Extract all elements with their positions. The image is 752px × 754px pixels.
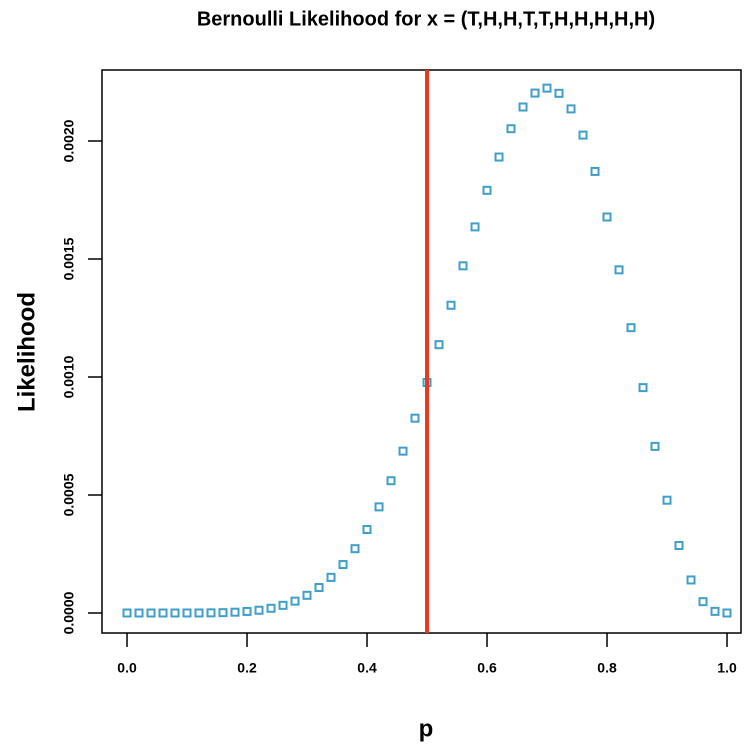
point bbox=[134, 608, 144, 618]
x-tick-label: 0.2 bbox=[237, 660, 257, 676]
x-axis-label: p bbox=[419, 715, 434, 742]
point bbox=[602, 212, 612, 222]
point bbox=[314, 583, 324, 593]
point bbox=[650, 441, 660, 451]
plot-frame bbox=[101, 69, 742, 634]
point bbox=[326, 572, 336, 582]
point bbox=[638, 383, 648, 393]
y-axis-label: Likelihood bbox=[13, 292, 40, 412]
x-tick-label: 1.0 bbox=[717, 660, 737, 676]
point bbox=[590, 166, 600, 176]
point bbox=[698, 597, 708, 607]
point bbox=[302, 590, 312, 600]
point bbox=[494, 152, 504, 162]
chart-title: Bernoulli Likelihood for x = (T,H,H,T,T,… bbox=[197, 8, 655, 30]
point bbox=[542, 83, 552, 93]
point bbox=[206, 608, 216, 618]
point bbox=[506, 124, 516, 134]
x-tick-label: 0.8 bbox=[597, 660, 617, 676]
point bbox=[470, 222, 480, 232]
point bbox=[386, 476, 396, 486]
point bbox=[146, 608, 156, 618]
point bbox=[158, 608, 168, 618]
point bbox=[170, 608, 180, 618]
point bbox=[722, 608, 732, 618]
point bbox=[710, 606, 720, 616]
point bbox=[242, 606, 252, 616]
point bbox=[614, 265, 624, 275]
point bbox=[182, 608, 192, 618]
point bbox=[374, 502, 384, 512]
y-tick-label: 0.0020 bbox=[61, 119, 77, 162]
point bbox=[662, 495, 672, 505]
point bbox=[674, 541, 684, 551]
point bbox=[566, 104, 576, 114]
point bbox=[398, 446, 408, 456]
point bbox=[482, 185, 492, 195]
point bbox=[122, 608, 132, 618]
point bbox=[446, 300, 456, 310]
y-tick-label: 0.0005 bbox=[61, 473, 77, 516]
point bbox=[554, 88, 564, 98]
point bbox=[350, 544, 360, 554]
point bbox=[410, 413, 420, 423]
point bbox=[230, 607, 240, 617]
point bbox=[254, 605, 264, 615]
point bbox=[194, 608, 204, 618]
x-tick-label: 0.6 bbox=[477, 660, 497, 676]
point bbox=[434, 340, 444, 350]
y-tick-label: 0.0010 bbox=[61, 355, 77, 398]
point bbox=[530, 88, 540, 98]
x-tick-label: 0.4 bbox=[357, 660, 377, 676]
point bbox=[362, 524, 372, 534]
point bbox=[626, 323, 636, 333]
point bbox=[218, 608, 228, 618]
point bbox=[578, 130, 588, 140]
point bbox=[278, 600, 288, 610]
point bbox=[518, 102, 528, 112]
x-tick-label: 0.0 bbox=[117, 660, 137, 676]
point bbox=[458, 261, 468, 271]
point bbox=[266, 603, 276, 613]
y-tick-label: 0.0015 bbox=[61, 237, 77, 280]
point bbox=[290, 596, 300, 606]
y-tick-label: 0.0000 bbox=[61, 591, 77, 634]
point bbox=[686, 575, 696, 585]
point bbox=[338, 560, 348, 570]
